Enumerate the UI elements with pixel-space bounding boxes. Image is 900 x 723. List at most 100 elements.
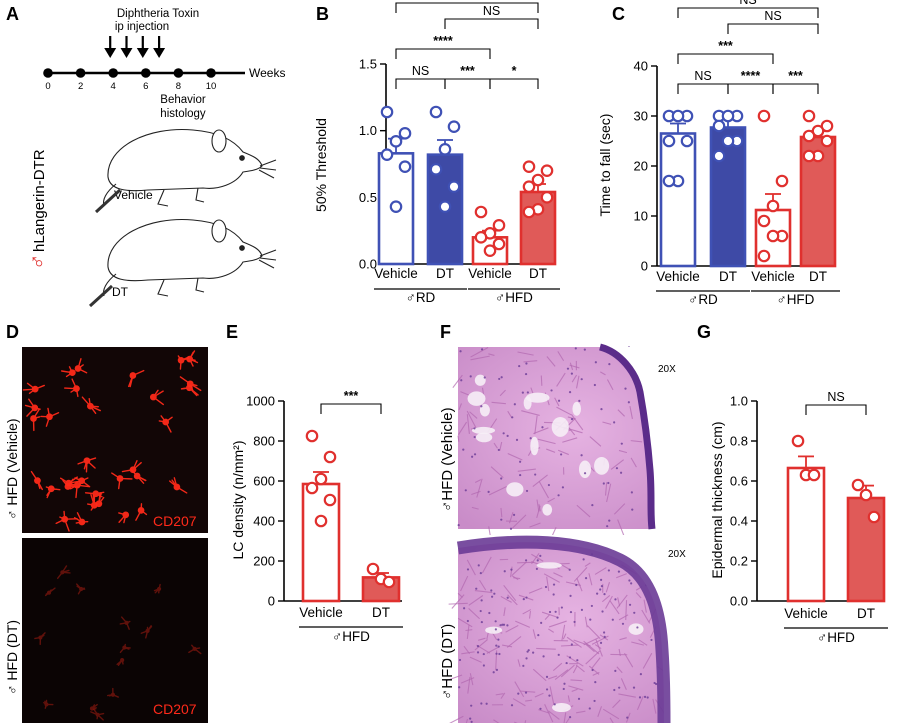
nucleus [499, 624, 502, 627]
cell-dendrite [146, 625, 152, 632]
epidermis-layer-vehicle [598, 343, 656, 530]
collagen-fiber [503, 607, 506, 617]
cell-dendrite [146, 625, 153, 632]
y-tick-label: 0 [641, 259, 648, 274]
cd207-cell [86, 493, 98, 511]
collagen-fiber [538, 709, 550, 714]
cell-dendrite [111, 472, 121, 480]
nucleus [613, 688, 616, 692]
chart-g-epidermal-thickness: 0.0 0.2 0.4 0.6 0.8 1.0 Epidermal thickness (c… [709, 390, 888, 645]
cell-dendrite [96, 714, 99, 720]
micrograph-d-vehicle [22, 347, 208, 533]
panel-f-micrographs: 20X 20X ♂HFD (Vehicle) ♂HFD (DT) [439, 343, 690, 723]
comparison-bracket [444, 78, 491, 89]
comparison-label: **** [741, 69, 761, 83]
bar [659, 132, 697, 268]
bar [709, 126, 747, 268]
nucleus [575, 583, 578, 587]
nucleus [606, 525, 609, 528]
collagen-fiber [537, 438, 556, 445]
cd207-cell [69, 481, 90, 499]
category-label: Vehicle [468, 266, 512, 281]
panel-letter-g: G [697, 322, 711, 342]
nucleus [524, 559, 528, 562]
cell-dendrite [152, 396, 164, 406]
comparison-bracket [677, 7, 819, 18]
timeline-dot [108, 68, 118, 78]
nucleus [539, 554, 542, 557]
cell-dendrite [164, 416, 173, 423]
nucleus [618, 686, 621, 689]
cell-dendrite [60, 370, 74, 374]
nucleus [548, 610, 552, 614]
nucleus [614, 669, 617, 672]
data-point [851, 478, 865, 492]
nucleus [624, 387, 627, 390]
nucleus [568, 391, 572, 394]
nucleus [473, 453, 477, 456]
nucleus [570, 372, 573, 375]
row-label-d-dt: ♂ HFD (DT) [4, 620, 20, 695]
nucleus [553, 703, 556, 706]
cell-dendrite [152, 390, 164, 398]
data-point [712, 149, 726, 163]
nucleus [535, 567, 538, 570]
nucleus [580, 378, 583, 381]
nucleus [480, 348, 484, 351]
collagen-fiber [468, 595, 484, 606]
timeline-dot [206, 68, 216, 78]
panel-letter-c: C [612, 4, 625, 24]
nucleus [479, 609, 482, 613]
collagen-fiber [507, 594, 518, 606]
cell-dendrite [68, 366, 74, 374]
y-tick-label: 10 [634, 209, 648, 224]
data-point [859, 488, 873, 502]
data-point [522, 180, 536, 193]
nucleus [476, 651, 480, 654]
collagen-fiber [617, 519, 626, 538]
panel-letter-d: D [6, 322, 19, 342]
collagen-fiber [616, 594, 628, 609]
nucleus [536, 559, 539, 562]
cell-dendrite [28, 398, 36, 409]
collagen-fiber [458, 403, 462, 411]
nucleus [563, 682, 566, 685]
data-point [757, 109, 771, 123]
cd207-cell [24, 398, 41, 417]
cell-dendrite [44, 700, 48, 706]
nucleus [510, 568, 513, 571]
cell-dendrite [89, 405, 99, 408]
data-point [382, 575, 396, 589]
collagen-fiber [556, 406, 572, 416]
cell-dendrite [77, 459, 88, 465]
cd207-cell [169, 477, 188, 494]
cell-dendrite [44, 592, 50, 597]
model-label: ♂ hLangerin-DTR [24, 149, 49, 270]
nucleus [473, 435, 476, 439]
nucleus [500, 518, 503, 521]
collagen-fiber [641, 609, 651, 624]
cell-dendrite [26, 382, 36, 390]
nucleus [627, 401, 630, 404]
cell-dendrite [188, 350, 196, 360]
collagen-fiber [605, 595, 613, 609]
y-tick-label: 1.0 [359, 123, 377, 138]
cd207-cell [150, 389, 164, 406]
y-axis-label: LC density (n/mm²) [230, 440, 246, 559]
comparison-label: NS [483, 4, 500, 18]
nucleus [469, 375, 472, 378]
panel-letter-f: F [440, 322, 451, 342]
collagen-fiber [500, 507, 503, 518]
injection-label-line2: ip injection [115, 21, 169, 33]
collagen-fiber [540, 375, 543, 386]
nucleus [580, 454, 583, 457]
collagen-fiber [546, 576, 550, 592]
timeline-tick-label: 0 [45, 81, 50, 92]
collagen-fiber [534, 692, 544, 698]
timeline-tick-label: 4 [111, 81, 116, 92]
cell-dendrite [129, 374, 134, 388]
nucleus [542, 655, 545, 658]
y-tick-label: 0.0 [730, 594, 748, 609]
data-point [429, 163, 443, 176]
collagen-fiber [601, 595, 611, 603]
